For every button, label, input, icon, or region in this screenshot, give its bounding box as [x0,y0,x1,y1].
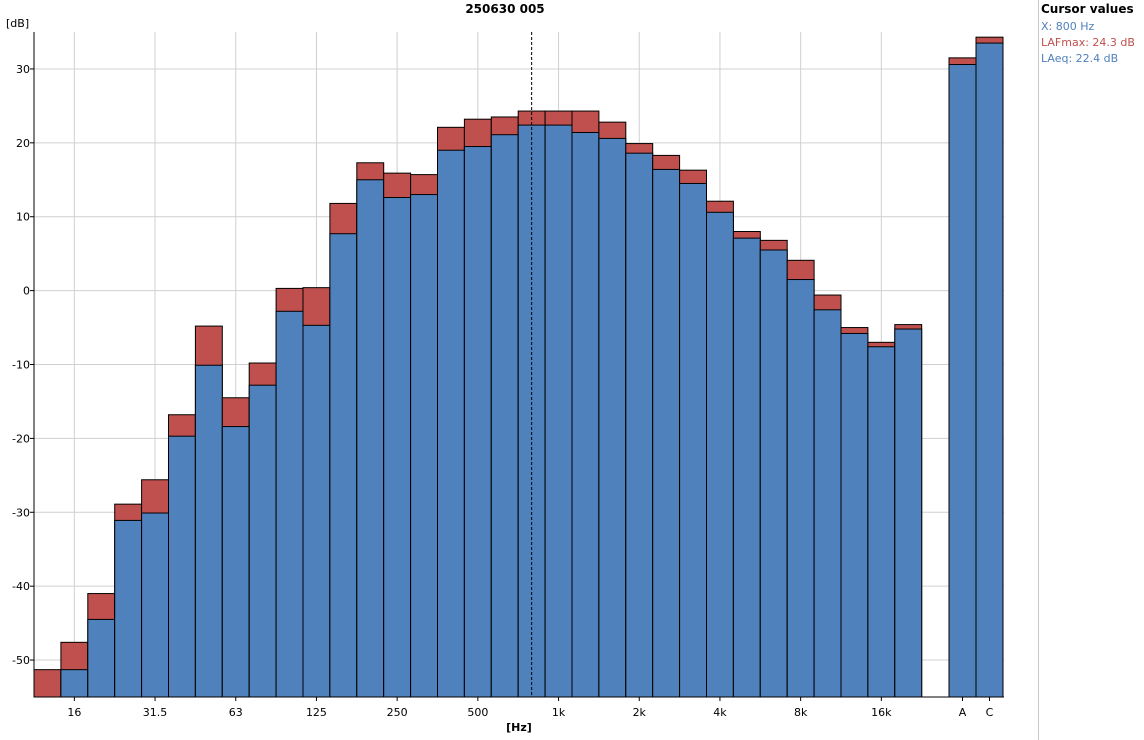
x-tick-label-A: A [959,706,967,719]
laeq-bar-630[interactable] [490,134,519,698]
y-tick-label: -10 [12,359,30,372]
chart-title: 250630 005 [465,2,544,16]
y-tick-label: -20 [12,432,30,445]
lafmax-bar-12.5[interactable] [33,669,62,698]
laeq-bar-A[interactable] [948,64,977,698]
laeq-bar-50[interactable] [194,364,223,698]
y-axis-label: [dB] [6,17,29,30]
x-tick-label-C: C [986,706,994,719]
laeq-bar-2.5k[interactable] [652,168,681,698]
x-tick-label: 125 [306,706,327,719]
laeq-bar-1.6k[interactable] [598,137,627,698]
laeq-bar-400[interactable] [437,149,465,698]
laeq-bar-200[interactable] [356,179,385,698]
cursor-laeq-value: LAeq: 22.4 dB [1041,52,1119,65]
laeq-bar-1k[interactable] [544,124,573,698]
y-tick-label: 10 [16,211,30,224]
cursor-panel-title: Cursor values [1041,2,1134,16]
laeq-bar-500[interactable] [463,146,492,698]
laeq-bar-250[interactable] [383,197,412,698]
laeq-bar-125[interactable] [302,324,331,698]
laeq-bar-80[interactable] [248,384,277,698]
laeq-bar-10k[interactable] [813,309,842,698]
x-tick-label: 63 [229,706,243,719]
x-axis-label: [Hz] [506,721,532,734]
x-tick-label: 500 [467,706,488,719]
laeq-bar-40[interactable] [168,435,196,698]
x-tick-label: 250 [387,706,408,719]
x-tick-label: 16 [67,706,81,719]
y-tick-label: -50 [12,654,30,667]
cursor-values-panel: Cursor values X: 800 Hz LAFmax: 24.3 dB … [1038,0,1144,740]
cursor-x-value: X: 800 Hz [1041,20,1095,33]
x-tick-label: 4k [713,706,727,719]
laeq-bar-5k[interactable] [732,237,761,698]
laeq-bar-25[interactable] [114,519,143,698]
y-tick-label: 0 [23,285,30,298]
x-tick-label: 2k [633,706,647,719]
laeq-bar-315[interactable] [410,194,439,698]
laeq-bar-31.5[interactable] [141,512,170,698]
laeq-bar-16[interactable] [60,669,89,698]
laeq-bar-800[interactable] [517,124,546,698]
y-tick-label: -40 [12,580,30,593]
cursor-lafmax-value: LAFmax: 24.3 dB [1041,36,1135,49]
laeq-bar-C[interactable] [975,42,1004,698]
laeq-bar-20[interactable] [87,618,116,698]
x-tick-label: 16k [871,706,892,719]
x-tick-label: 31.5 [143,706,168,719]
laeq-bar-100[interactable] [275,310,304,698]
x-tick-label: 1k [552,706,566,719]
laeq-bar-1.25k[interactable] [571,131,600,698]
laeq-bar-8k[interactable] [786,279,815,698]
axes [30,32,1004,701]
laeq-bar-2k[interactable] [625,152,654,698]
x-tick-label: 8k [794,706,808,719]
y-tick-label: 20 [16,137,30,150]
laeq-bar-12.5k[interactable] [840,332,869,698]
laeq-bar-160[interactable] [329,233,358,698]
y-tick-label: -30 [12,506,30,519]
laeq-bar-20k[interactable] [894,328,923,698]
laeq-bar-16k[interactable] [867,346,896,698]
bars[interactable] [33,36,1004,698]
y-tick-label: 30 [16,63,30,76]
laeq-bar-4k[interactable] [706,211,734,698]
spectrum-chart[interactable]: 250630 005 [dB] [Hz] 30 20 10 0 -10 -20 -30 -40… [0,0,1038,740]
laeq-bar-63[interactable] [221,426,250,698]
laeq-bar-3.15k[interactable] [679,182,707,698]
axis-ticks: 30 20 10 0 -10 -20 -30 -40 -50 16 31.5 63 125 250 500 1… [12,63,994,719]
laeq-bar-6.3k[interactable] [759,249,788,698]
